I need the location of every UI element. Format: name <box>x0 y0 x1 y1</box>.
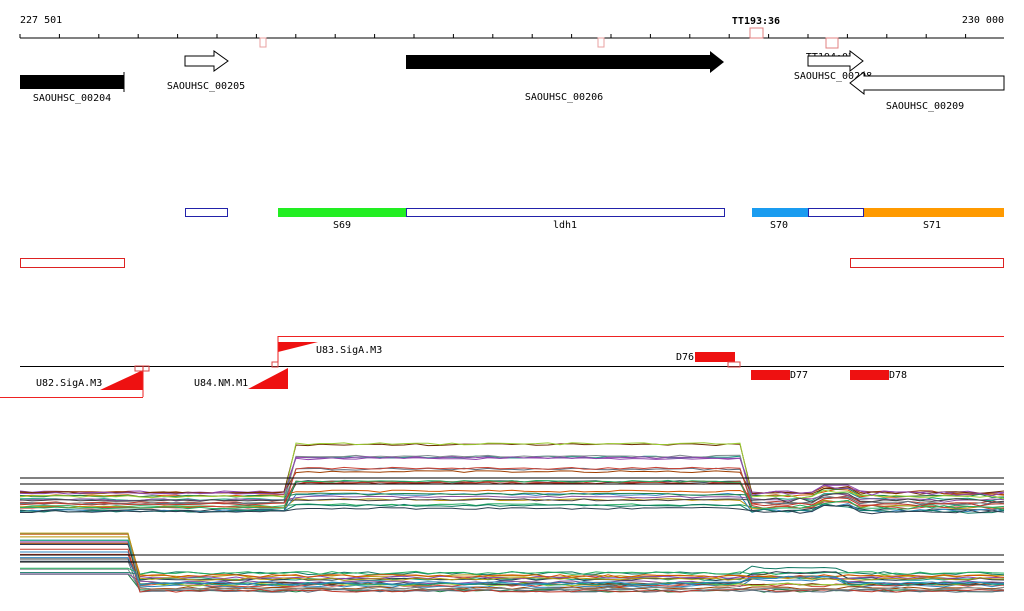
segment <box>406 208 725 217</box>
gene <box>406 51 724 73</box>
gene-label: SAOUHSC_00209 <box>886 101 964 112</box>
promoter-label: U83.SigA.M3 <box>316 345 382 356</box>
segment-label: ldh1 <box>553 220 577 231</box>
expression-line <box>20 567 1005 575</box>
segment <box>185 208 228 217</box>
expression-line <box>19 480 1004 507</box>
expression-line <box>20 533 1005 579</box>
expression-line <box>19 479 1005 510</box>
site <box>271 361 279 368</box>
segment <box>278 208 406 217</box>
promoter <box>248 368 288 389</box>
expression-line <box>19 457 1005 495</box>
transcript-label: D78 <box>889 370 907 381</box>
transcript-label: D76 <box>676 352 694 363</box>
transcription: U83.SigA.M3 U82.SigA.M3 U84.NM.M1 D76 D7… <box>0 336 1004 398</box>
terminator <box>259 37 267 48</box>
site <box>727 361 741 368</box>
site <box>134 365 150 372</box>
promoter <box>100 370 143 390</box>
expression-line <box>20 544 1005 582</box>
segment-label: S70 <box>770 220 788 231</box>
gene <box>20 75 124 89</box>
gene <box>849 70 1005 96</box>
gene-label: SAOUHSC_00205 <box>167 81 245 92</box>
segment <box>864 208 1004 217</box>
expression-line <box>19 493 1005 504</box>
transcript-label: D77 <box>790 370 808 381</box>
expression-line <box>20 557 1005 586</box>
segments: S69 ldh1 S70 S71 <box>20 208 1004 268</box>
ruler-start: 227 501 <box>20 15 62 26</box>
expression-profiles <box>19 442 1005 593</box>
terminator <box>597 37 605 48</box>
gene-label: SAOUHSC_00204 <box>33 93 111 104</box>
expression-line <box>19 455 1005 502</box>
gene <box>184 50 229 72</box>
genes: SAOUHSC_00204 SAOUHSC_00205 SAOUHSC_0020… <box>20 49 1005 112</box>
gene-label: SAOUHSC_00208 <box>794 71 872 82</box>
terminator <box>749 27 764 39</box>
expression-line <box>19 456 1005 497</box>
expression-line <box>20 504 1005 515</box>
segment <box>808 208 864 217</box>
expression-line <box>19 442 1005 500</box>
terminator-label: TT193:36 <box>732 16 780 27</box>
region <box>850 258 1004 268</box>
promoter-label: U82.SigA.M3 <box>36 378 102 389</box>
transcript <box>751 370 790 380</box>
transcript <box>850 370 889 380</box>
expression-line <box>19 487 1005 499</box>
expression-line <box>20 533 1005 591</box>
segment <box>752 208 808 217</box>
terminator <box>825 37 839 49</box>
segment-label: S69 <box>333 220 351 231</box>
region <box>20 258 125 268</box>
promoter <box>278 342 318 352</box>
ruler-end: 230 000 <box>962 15 1004 26</box>
segment-label: S71 <box>923 220 941 231</box>
transcript <box>695 352 735 362</box>
promoter-label: U84.NM.M1 <box>194 378 248 389</box>
gene-label: SAOUHSC_00206 <box>525 92 603 103</box>
gene <box>807 49 864 73</box>
